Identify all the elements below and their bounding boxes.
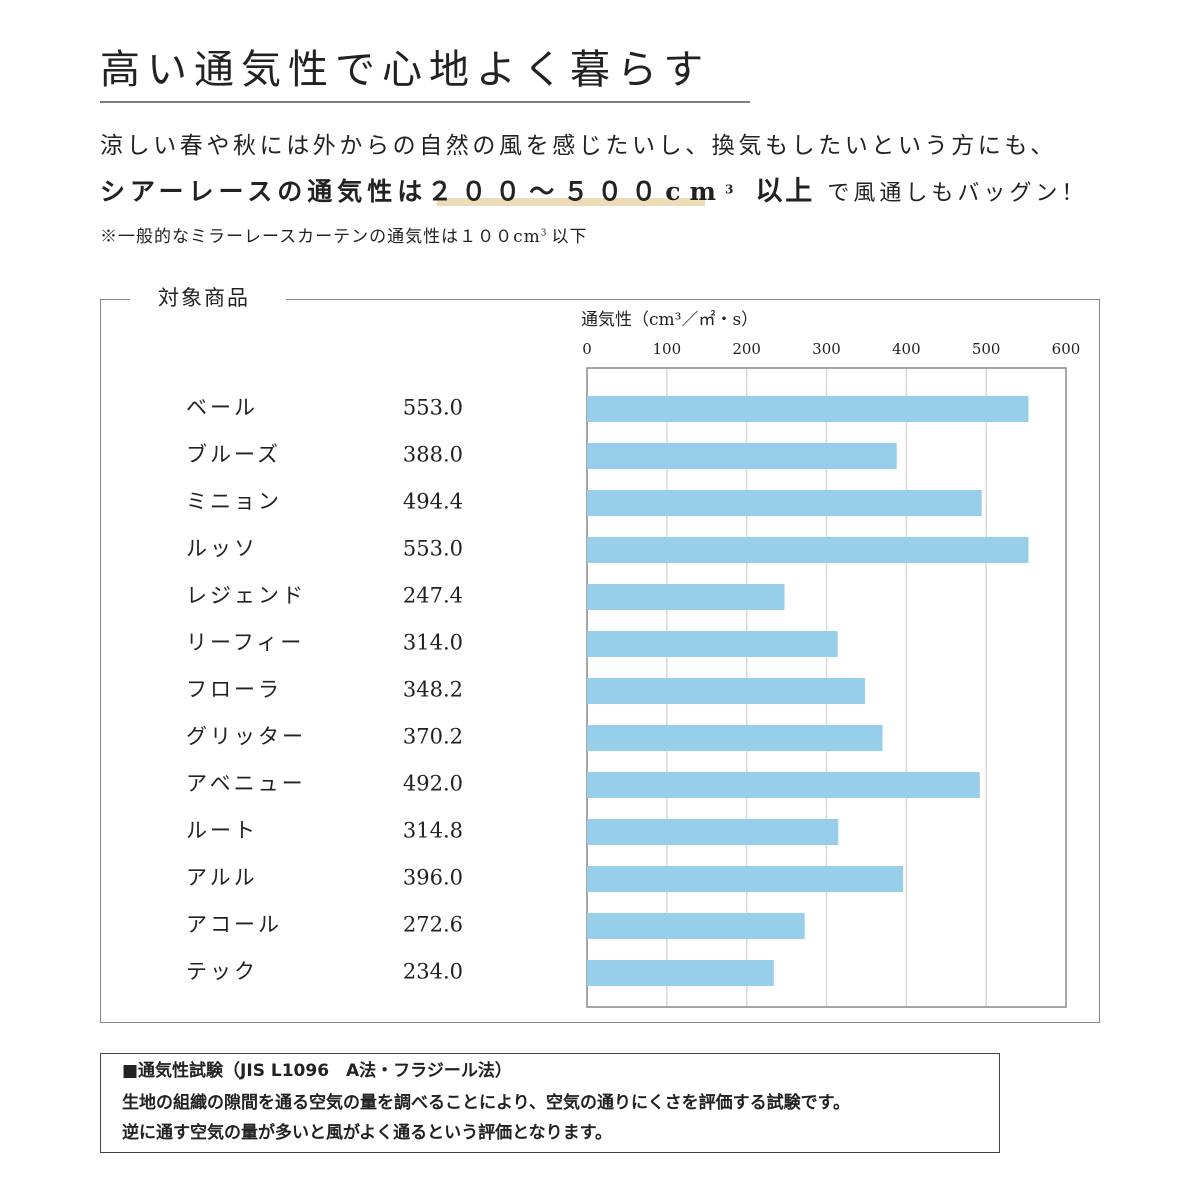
bar — [587, 725, 883, 751]
highlight-line: シアーレースの通気性は２００～５００cm3 以上 で風通しもバッグン！ — [100, 178, 1087, 205]
bar — [587, 537, 1029, 563]
x-tick-label: 0 — [582, 340, 592, 358]
text: ２００～５００cm — [427, 177, 725, 206]
bar — [587, 396, 1029, 422]
value-label: 370.2 — [403, 725, 463, 749]
value-label: 272.6 — [403, 913, 463, 937]
bar — [587, 443, 897, 469]
bar — [587, 913, 805, 939]
bar — [587, 678, 865, 704]
box-label: 対象商品 — [158, 286, 250, 310]
category-label: ベール — [186, 396, 258, 420]
value-label: 247.4 — [403, 584, 463, 608]
text: 3 — [540, 228, 548, 239]
x-tick-label: 400 — [892, 340, 921, 358]
title: 高い通気性で心地よく暮らす — [100, 47, 711, 93]
x-tick-label: 600 — [1052, 340, 1081, 358]
x-axis-label: 通気性（cm³／㎡・s） — [581, 310, 759, 330]
note-box — [100, 1053, 1000, 1153]
bar — [587, 772, 980, 798]
category-label: レジェンド — [186, 584, 306, 608]
bar — [587, 960, 774, 986]
intro: 涼しい春や秋には外からの自然の風を感じたいし、換気もしたいという方にも、 — [100, 133, 1057, 159]
bar — [587, 819, 839, 845]
note-line: 生地の組織の隙間を通る空気の量を調べることにより、空気の通りにくさを評価する試験… — [122, 1093, 850, 1113]
value-label: 314.0 — [403, 631, 463, 655]
product-box — [100, 299, 1100, 1023]
category-label: フローラ — [186, 678, 282, 702]
text: で風通しもバッグン！ — [827, 181, 1088, 206]
category-label: テック — [186, 960, 258, 984]
text: ※一般的なミラーレースカーテンの通気性は１００cm — [100, 227, 541, 247]
category-label: リーフィー — [186, 631, 304, 655]
category-label: アコール — [186, 913, 282, 937]
highlight — [437, 198, 705, 206]
text: 以上 — [755, 176, 816, 207]
text: 3 — [724, 182, 734, 197]
bar — [587, 631, 838, 657]
value-label: 348.2 — [403, 678, 463, 702]
note-heading: ■通気性試験（JIS L1096 A法・フラジール法） — [122, 1061, 512, 1081]
category-label: ルート — [186, 819, 258, 843]
box-label-bg — [130, 285, 286, 313]
value-label: 396.0 — [403, 866, 463, 890]
value-label: 388.0 — [403, 443, 463, 467]
value-label: 314.8 — [403, 819, 463, 843]
value-label: 553.0 — [403, 396, 463, 420]
category-label: アベニュー — [186, 772, 306, 796]
bar — [587, 866, 904, 892]
x-tick-label: 500 — [972, 340, 1001, 358]
value-label: 492.0 — [403, 772, 463, 796]
note-line: 逆に通す空気の量が多いと風がよく通るという評価となります。 — [122, 1123, 612, 1143]
value-label: 553.0 — [403, 537, 463, 561]
category-label: ミニョン — [186, 490, 282, 514]
text: 以下 — [551, 227, 588, 247]
value-label: 494.4 — [403, 490, 463, 514]
x-tick-label: 200 — [732, 340, 761, 358]
category-label: ブルーズ — [186, 443, 281, 467]
category-label: アルル — [186, 866, 258, 890]
bar — [587, 490, 982, 516]
category-label: ルッソ — [186, 537, 258, 561]
bar — [587, 584, 785, 610]
x-tick-label: 300 — [812, 340, 841, 358]
value-label: 234.0 — [403, 960, 463, 984]
category-label: グリッター — [186, 725, 306, 749]
footnote: ※一般的なミラーレースカーテンの通気性は１００cm3 以下 — [100, 229, 588, 246]
text: シアーレースの通気性は — [100, 177, 428, 206]
x-tick-label: 100 — [653, 340, 682, 358]
